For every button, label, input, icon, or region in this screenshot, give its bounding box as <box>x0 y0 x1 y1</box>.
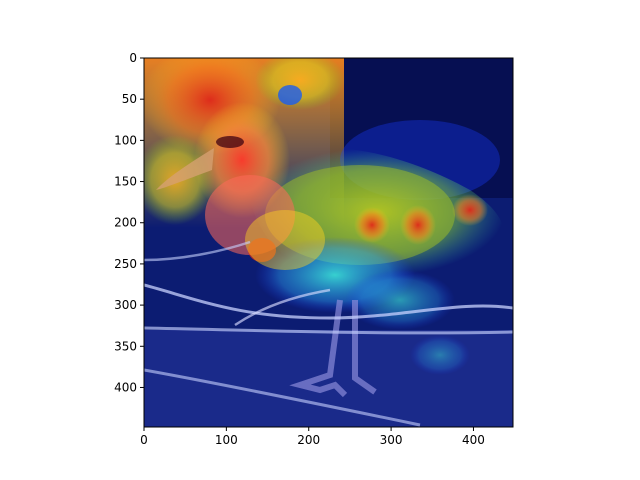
y-tick-label: 250 <box>114 257 137 271</box>
y-tick-label: 300 <box>114 298 137 312</box>
x-tick-label: 0 <box>140 433 148 447</box>
y-tick-label: 200 <box>114 216 137 230</box>
axes-frame <box>143 57 514 428</box>
y-tick-label: 100 <box>114 133 137 147</box>
x-axis: 0 100 200 300 400 <box>140 427 485 447</box>
y-axis: 0 50 100 150 200 250 300 350 400 <box>114 51 144 394</box>
y-tick-label: 0 <box>129 51 137 65</box>
x-tick-label: 100 <box>215 433 238 447</box>
x-tick-label: 300 <box>380 433 403 447</box>
x-tick-label: 400 <box>462 433 485 447</box>
y-tick-label: 400 <box>114 380 137 394</box>
y-tick-label: 150 <box>114 175 137 189</box>
x-tick-label: 200 <box>297 433 320 447</box>
heatmap-image <box>144 58 513 427</box>
y-tick-label: 350 <box>114 339 137 353</box>
y-tick-label: 50 <box>122 92 137 106</box>
